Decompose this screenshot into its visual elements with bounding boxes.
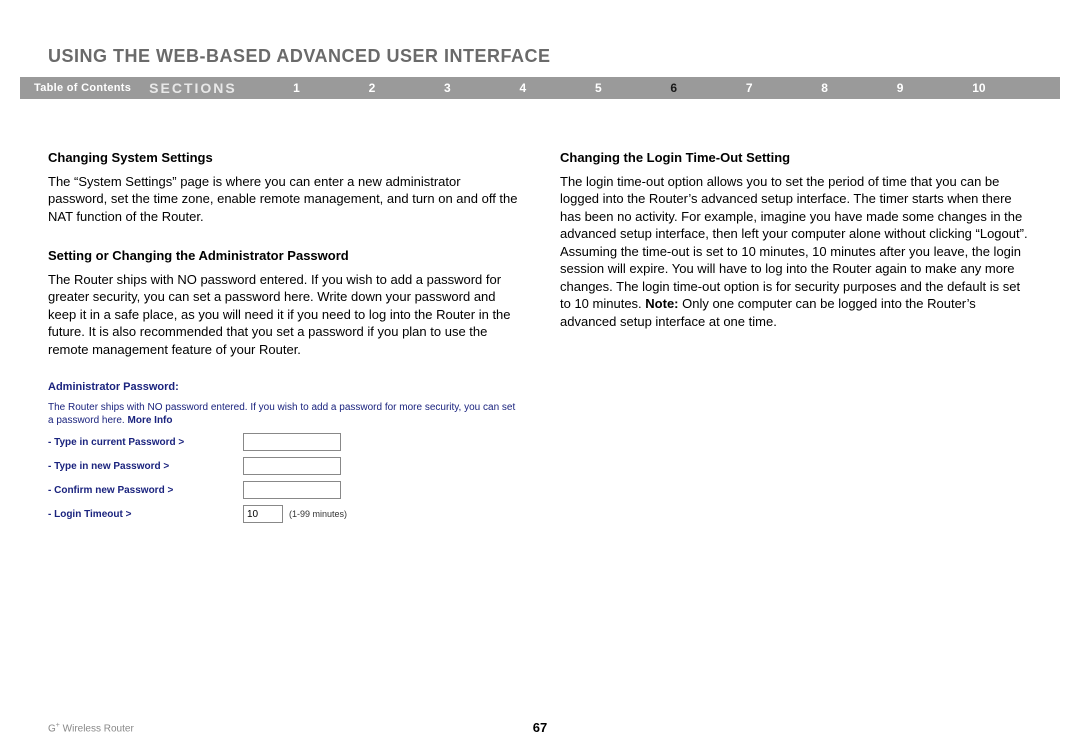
timeout-text-a: The login time-out option allows you to … [560, 174, 1028, 312]
label-confirm-password: - Confirm new Password > [48, 484, 243, 498]
paragraph-system-settings: The “System Settings” page is where you … [48, 173, 520, 226]
section-number-list: 1 2 3 4 5 6 7 8 9 10 [259, 81, 1060, 95]
left-column: Changing System Settings The “System Set… [48, 149, 520, 529]
content-area: Changing System Settings The “System Set… [0, 99, 1080, 529]
section-nav-bar: Table of Contents SECTIONS 1 2 3 4 5 6 7 8 9 10 [20, 77, 1060, 99]
note-label: Note: [645, 296, 678, 311]
section-link-1[interactable]: 1 [293, 81, 300, 95]
row-login-timeout: - Login Timeout > (1-99 minutes) [48, 505, 520, 523]
more-info-link[interactable]: More Info [128, 415, 173, 426]
product-name: G+ Wireless Router [48, 722, 134, 734]
paragraph-admin-password: The Router ships with NO password entere… [48, 271, 520, 359]
section-link-6[interactable]: 6 [670, 81, 677, 95]
heading-admin-password: Setting or Changing the Administrator Pa… [48, 247, 520, 265]
section-link-8[interactable]: 8 [821, 81, 828, 95]
sections-label: SECTIONS [149, 80, 259, 96]
label-new-password: - Type in new Password > [48, 460, 243, 474]
section-link-9[interactable]: 9 [897, 81, 904, 95]
form-description: The Router ships with NO password entere… [48, 401, 520, 427]
hint-login-timeout: (1-99 minutes) [289, 508, 347, 520]
product-post: Wireless Router [60, 723, 134, 734]
input-login-timeout[interactable] [243, 505, 283, 523]
section-link-5[interactable]: 5 [595, 81, 602, 95]
admin-password-form: Administrator Password: The Router ships… [48, 380, 520, 523]
label-login-timeout: - Login Timeout > [48, 508, 243, 522]
row-confirm-password: - Confirm new Password > [48, 481, 520, 499]
label-current-password: - Type in current Password > [48, 436, 243, 450]
page-footer: G+ Wireless Router 67 [48, 722, 1032, 734]
product-pre: G [48, 723, 56, 734]
section-link-2[interactable]: 2 [369, 81, 376, 95]
form-desc-text: The Router ships with NO password entere… [48, 402, 515, 426]
heading-login-timeout: Changing the Login Time-Out Setting [560, 149, 1032, 167]
section-link-7[interactable]: 7 [746, 81, 753, 95]
row-new-password: - Type in new Password > [48, 457, 520, 475]
row-current-password: - Type in current Password > [48, 433, 520, 451]
form-title: Administrator Password: [48, 380, 520, 395]
section-link-3[interactable]: 3 [444, 81, 451, 95]
paragraph-login-timeout: The login time-out option allows you to … [560, 173, 1032, 331]
page-title: USING THE WEB-BASED ADVANCED USER INTERF… [0, 0, 1080, 77]
input-current-password[interactable] [243, 433, 341, 451]
table-of-contents-link[interactable]: Table of Contents [20, 82, 149, 94]
right-column: Changing the Login Time-Out Setting The … [560, 149, 1032, 529]
heading-system-settings: Changing System Settings [48, 149, 520, 167]
page-number: 67 [533, 720, 547, 735]
input-confirm-password[interactable] [243, 481, 341, 499]
section-link-4[interactable]: 4 [519, 81, 526, 95]
input-new-password[interactable] [243, 457, 341, 475]
section-link-10[interactable]: 10 [972, 81, 985, 95]
